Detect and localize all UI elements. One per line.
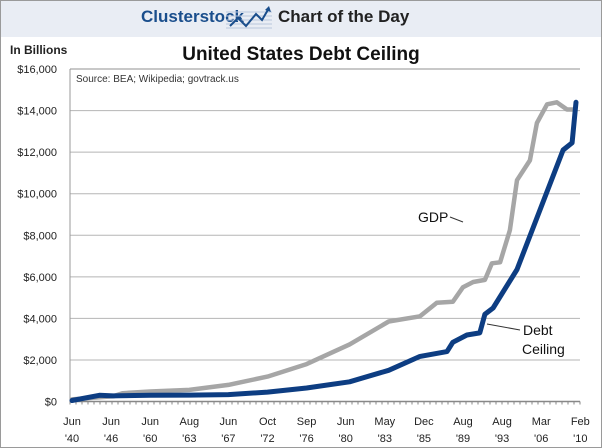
x-tick-label-month: May bbox=[374, 416, 395, 428]
y-tick-label: $0 bbox=[45, 397, 57, 409]
x-tick-label-month: Jun bbox=[220, 416, 238, 428]
chart-of-the-day-label: Chart of the Day bbox=[278, 7, 410, 26]
x-tick-label-month: Aug bbox=[492, 416, 512, 428]
debt-ceiling-line bbox=[69, 99, 579, 403]
x-tick-label-year: '93 bbox=[495, 433, 509, 445]
gdp-leader-line bbox=[449, 216, 464, 223]
x-tick-label-year: '89 bbox=[456, 433, 470, 445]
x-tick-label-year: '06 bbox=[534, 433, 548, 445]
x-tick-label-year: '63 bbox=[182, 433, 196, 445]
debt-annotation-line2: Ceiling bbox=[522, 341, 565, 357]
gdp-annotation: GDP bbox=[418, 209, 448, 225]
x-tick-label-month: Jun bbox=[63, 416, 81, 428]
chart-title: United States Debt Ceiling bbox=[182, 44, 420, 65]
x-tick-label-month: Aug bbox=[453, 416, 473, 428]
gdp-line bbox=[69, 100, 578, 402]
y-tick-label: $14,000 bbox=[17, 106, 57, 118]
x-tick-label-year: '76 bbox=[299, 433, 313, 445]
x-tick-label-month: Aug bbox=[180, 416, 200, 428]
x-tick-label-year: '85 bbox=[417, 433, 431, 445]
y-tick-label: $6,000 bbox=[23, 272, 57, 284]
x-tick-label-month: Feb bbox=[571, 416, 590, 428]
x-tick-label-year: '40 bbox=[65, 433, 79, 445]
debt-annotation-line1: Debt bbox=[523, 322, 553, 338]
debt-leader-line bbox=[486, 323, 521, 331]
trend-chart-icon bbox=[226, 6, 272, 29]
x-tick-label-month: Jun bbox=[141, 416, 159, 428]
y-tick-label: $4,000 bbox=[23, 313, 57, 325]
x-tick-label-month: Mar bbox=[532, 416, 551, 428]
x-tick-label-year: '83 bbox=[378, 433, 392, 445]
y-axis-label: In Billions bbox=[10, 43, 68, 57]
source-note: Source: BEA; Wikipedia; govtrack.us bbox=[76, 74, 239, 85]
x-tick-label-year: '60 bbox=[143, 433, 157, 445]
y-tick-label: $10,000 bbox=[17, 189, 57, 201]
x-tick-label-year: '80 bbox=[339, 433, 353, 445]
x-tick-label-year: '67 bbox=[221, 433, 235, 445]
x-tick-label-month: Jun bbox=[102, 416, 120, 428]
y-tick-label: $16,000 bbox=[17, 64, 57, 76]
x-tick-label-year: '10 bbox=[573, 433, 587, 445]
brand-name: Clusterstock bbox=[141, 7, 244, 26]
x-tick-label-year: '72 bbox=[260, 433, 274, 445]
y-tick-label: $8,000 bbox=[23, 230, 57, 242]
x-tick-label-month: Jun bbox=[337, 416, 355, 428]
x-tick-label-month: Dec bbox=[414, 416, 434, 428]
x-tick-label-year: '46 bbox=[104, 433, 118, 445]
x-tick-label-month: Sep bbox=[297, 416, 317, 428]
header-banner bbox=[1, 1, 601, 37]
y-tick-label: $2,000 bbox=[23, 355, 57, 367]
y-tick-label: $12,000 bbox=[17, 147, 57, 159]
x-tick-label-month: Oct bbox=[259, 416, 276, 428]
